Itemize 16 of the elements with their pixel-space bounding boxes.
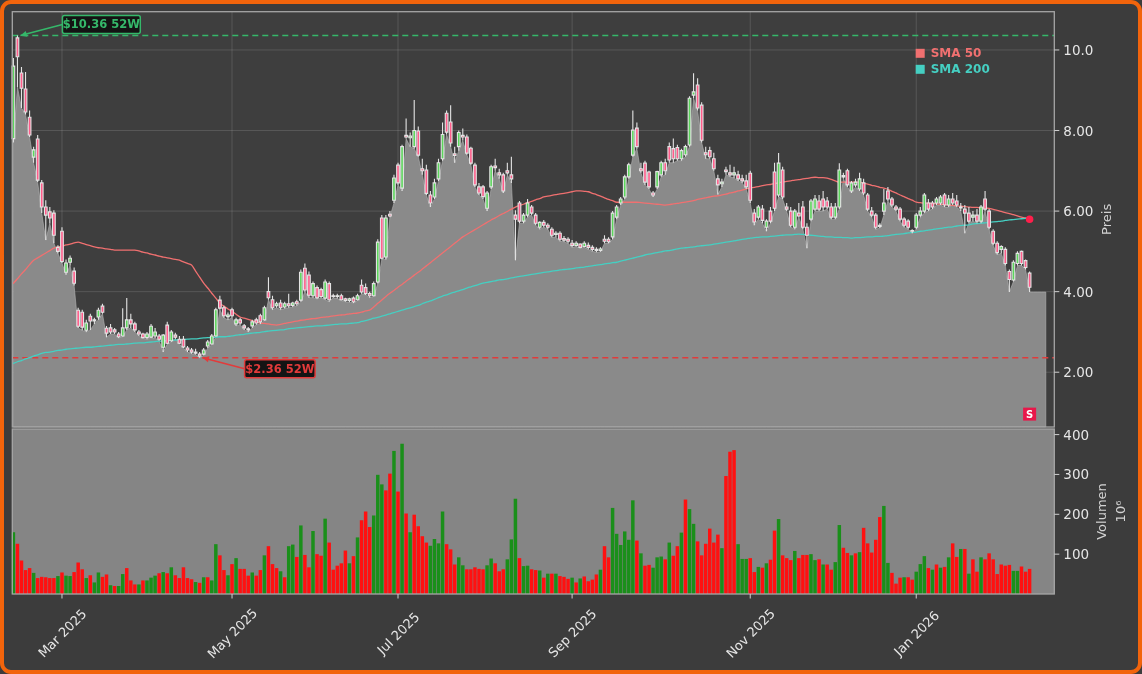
y-tick-label: 4.00 — [1063, 283, 1094, 300]
y-tick-label: 300 — [1063, 466, 1090, 483]
annotation: $2.36 52W — [245, 361, 315, 376]
y-tick-label: 100 — [1063, 546, 1090, 563]
y-tick-label: 6.00 — [1063, 203, 1094, 220]
y-axis-title: Preis — [1098, 203, 1114, 235]
y-tick-label: 2.00 — [1063, 364, 1094, 381]
y-tick-label: 200 — [1063, 506, 1090, 523]
legend-label: SMA 50 — [930, 46, 982, 61]
y-axis-title: Volumen 10⁶ — [1093, 483, 1128, 540]
y-tick-label: 10.0 — [1063, 41, 1094, 58]
y-tick-label: 400 — [1063, 426, 1090, 443]
y-tick-label: 8.00 — [1063, 122, 1094, 139]
annotation: S — [1026, 408, 1034, 420]
annotation: $10.36 52W — [62, 17, 141, 32]
legend-label: SMA 200 — [930, 62, 990, 77]
